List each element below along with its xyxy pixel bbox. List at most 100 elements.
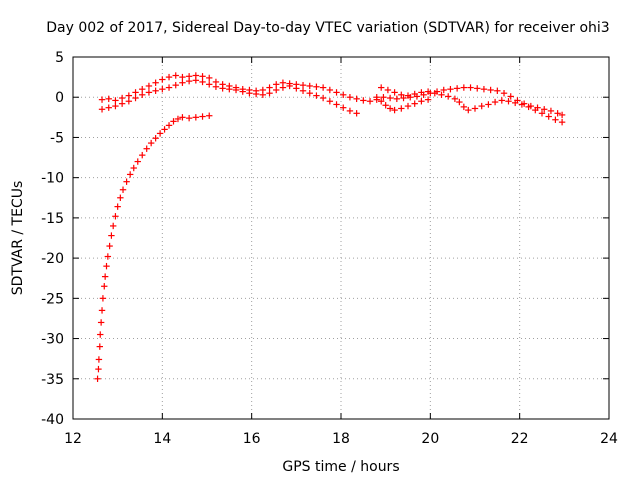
data-point [174, 115, 182, 123]
grid [73, 57, 609, 419]
data-point [319, 84, 327, 91]
data-point [273, 86, 280, 94]
data-point [159, 76, 166, 83]
data-point [232, 86, 240, 94]
data-point [299, 87, 307, 94]
data-point [393, 95, 401, 103]
data-point [554, 110, 561, 117]
data-point [386, 94, 394, 102]
y-tick-label: -40 [41, 412, 64, 428]
data-point [185, 114, 193, 122]
data-point [123, 178, 130, 185]
y-tick-label: 0 [55, 90, 64, 106]
data-point [273, 81, 280, 88]
data-point [525, 103, 532, 111]
data-point [500, 90, 508, 97]
data-point [152, 79, 159, 86]
data-point [366, 98, 374, 105]
data-point [313, 83, 320, 90]
x-tick-label: 22 [511, 431, 529, 447]
data-point [112, 97, 119, 104]
data-point [101, 273, 109, 280]
data-point [99, 295, 107, 302]
y-tick-label: -20 [41, 251, 64, 267]
data-point [471, 105, 479, 112]
y-tick-label: -15 [41, 211, 64, 227]
data-point [165, 84, 173, 91]
data-point [165, 122, 173, 129]
data-point [179, 73, 186, 81]
data-point [346, 107, 354, 115]
data-point [114, 203, 121, 210]
data-point [491, 98, 499, 106]
data-point [159, 85, 166, 93]
data-point [239, 88, 246, 95]
data-point [558, 111, 566, 119]
data-point [125, 92, 133, 99]
data-point [299, 81, 307, 89]
data-point [453, 85, 461, 92]
data-point [380, 94, 387, 101]
data-point [125, 98, 133, 105]
data-point [179, 114, 186, 121]
data-point [139, 85, 146, 93]
y-tick-label: -30 [41, 332, 64, 348]
data-point [199, 113, 206, 120]
data-point [161, 126, 168, 133]
data-point [333, 101, 340, 108]
data-point [487, 86, 494, 94]
series-main-track-c [378, 84, 566, 126]
data-point [326, 98, 334, 105]
data-point [411, 100, 418, 107]
data-point [460, 103, 468, 111]
series-main-track-a [98, 72, 566, 119]
data-point [152, 135, 159, 142]
data-point [480, 85, 488, 93]
data-point [333, 89, 340, 96]
data-point [438, 91, 445, 99]
data-point [558, 118, 566, 126]
data-point [117, 194, 124, 201]
data-point [340, 104, 347, 111]
series-main-track-d [373, 94, 432, 114]
data-point [147, 139, 155, 147]
data-point [391, 106, 398, 114]
data-point [447, 85, 454, 93]
data-point [505, 98, 512, 105]
data-point [206, 74, 213, 82]
data-point [266, 84, 273, 91]
data-point [226, 85, 233, 93]
data-point [98, 307, 106, 314]
data-point [252, 90, 260, 98]
data-point [404, 92, 412, 99]
data-point [172, 81, 179, 89]
data-point [152, 87, 159, 94]
data-point [199, 78, 206, 86]
data-point [104, 253, 112, 260]
data-point [126, 171, 134, 178]
data-point [346, 94, 354, 101]
data-point [424, 96, 432, 103]
y-axis-label: SDTVAR / TECUs [10, 181, 26, 296]
data-point [206, 112, 213, 119]
data-point [306, 82, 313, 90]
data-point [518, 101, 526, 108]
data-point [507, 93, 514, 100]
data-point [206, 81, 213, 88]
data-point [382, 102, 389, 109]
data-point [139, 91, 146, 99]
data-point [98, 106, 106, 113]
data-point [246, 90, 253, 97]
axis-ticks: 12 14 16 18 20 22 24 5 0 -5 -10 -15 -20 -25 -30 -35 -40 [41, 50, 618, 447]
data-point [384, 86, 392, 94]
data-point [108, 232, 115, 239]
y-tick-label: 5 [55, 50, 64, 66]
data-point [340, 91, 347, 99]
data-point [386, 105, 394, 112]
data-point [134, 158, 141, 165]
data-point [373, 94, 380, 101]
data-point [451, 95, 459, 103]
data-point [179, 79, 186, 86]
data-point [132, 89, 139, 96]
